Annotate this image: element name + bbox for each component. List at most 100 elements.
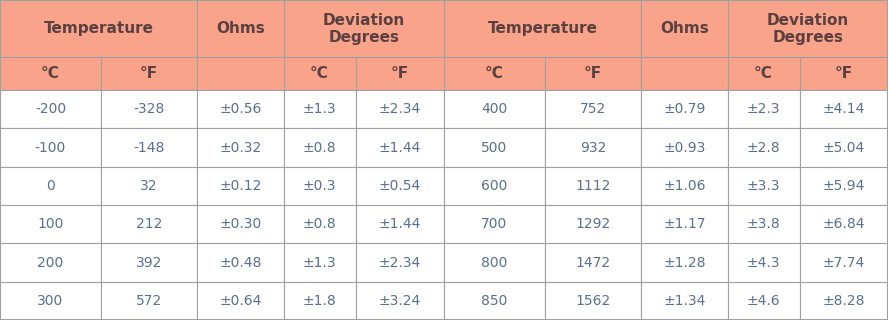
Bar bbox=[197, 205, 283, 243]
Bar bbox=[545, 243, 641, 282]
Text: ±0.3: ±0.3 bbox=[303, 179, 337, 193]
Text: °F: °F bbox=[391, 66, 408, 81]
Bar bbox=[283, 90, 355, 128]
Text: ±4.14: ±4.14 bbox=[822, 102, 865, 116]
Bar bbox=[799, 282, 888, 320]
Bar bbox=[101, 282, 197, 320]
Text: °C: °C bbox=[41, 66, 59, 81]
Bar bbox=[727, 205, 799, 243]
Bar bbox=[444, 0, 641, 58]
Bar bbox=[799, 128, 888, 167]
Text: ±5.04: ±5.04 bbox=[822, 140, 865, 155]
Bar bbox=[197, 243, 283, 282]
Text: °C: °C bbox=[754, 66, 773, 81]
Bar bbox=[641, 243, 727, 282]
Bar bbox=[545, 58, 641, 90]
Bar bbox=[545, 128, 641, 167]
Text: ±1.06: ±1.06 bbox=[663, 179, 705, 193]
Text: °C: °C bbox=[485, 66, 503, 81]
Bar bbox=[641, 205, 727, 243]
Text: Deviation
Degrees: Deviation Degrees bbox=[322, 12, 405, 45]
Text: ±2.8: ±2.8 bbox=[747, 140, 781, 155]
Bar bbox=[197, 58, 283, 90]
Text: ±3.24: ±3.24 bbox=[378, 294, 421, 308]
Text: °F: °F bbox=[584, 66, 602, 81]
Text: Temperature: Temperature bbox=[488, 21, 598, 36]
Bar bbox=[355, 282, 444, 320]
Bar bbox=[0, 167, 101, 205]
Text: 200: 200 bbox=[37, 255, 64, 269]
Text: ±0.8: ±0.8 bbox=[303, 140, 337, 155]
Bar bbox=[0, 243, 101, 282]
Bar bbox=[101, 58, 197, 90]
Bar bbox=[444, 282, 545, 320]
Text: ±2.34: ±2.34 bbox=[378, 102, 421, 116]
Text: ±0.48: ±0.48 bbox=[219, 255, 261, 269]
Bar bbox=[101, 90, 197, 128]
Bar bbox=[0, 90, 101, 128]
Bar bbox=[355, 90, 444, 128]
Text: ±0.56: ±0.56 bbox=[219, 102, 261, 116]
Text: Temperature: Temperature bbox=[44, 21, 154, 36]
Text: ±4.6: ±4.6 bbox=[747, 294, 781, 308]
Text: 1472: 1472 bbox=[575, 255, 611, 269]
Bar bbox=[197, 128, 283, 167]
Bar bbox=[101, 167, 197, 205]
Bar bbox=[197, 90, 283, 128]
Text: ±0.30: ±0.30 bbox=[219, 217, 261, 231]
Bar bbox=[545, 205, 641, 243]
Text: 212: 212 bbox=[136, 217, 163, 231]
Text: ±0.12: ±0.12 bbox=[219, 179, 261, 193]
Bar bbox=[545, 282, 641, 320]
Bar bbox=[727, 167, 799, 205]
Bar bbox=[283, 243, 355, 282]
Text: 1292: 1292 bbox=[575, 217, 611, 231]
Text: ±1.44: ±1.44 bbox=[378, 217, 421, 231]
Text: Deviation
Degrees: Deviation Degrees bbox=[766, 12, 849, 45]
Bar bbox=[799, 167, 888, 205]
Text: ±1.3: ±1.3 bbox=[303, 102, 337, 116]
Bar bbox=[283, 205, 355, 243]
Text: 100: 100 bbox=[37, 217, 64, 231]
Bar bbox=[444, 205, 545, 243]
Text: ±1.34: ±1.34 bbox=[663, 294, 705, 308]
Text: -100: -100 bbox=[35, 140, 66, 155]
Bar bbox=[444, 128, 545, 167]
Text: 800: 800 bbox=[481, 255, 508, 269]
Bar bbox=[641, 58, 727, 90]
Bar bbox=[641, 128, 727, 167]
Text: 932: 932 bbox=[580, 140, 607, 155]
Text: ±2.3: ±2.3 bbox=[747, 102, 781, 116]
Bar bbox=[727, 0, 888, 58]
Text: 752: 752 bbox=[580, 102, 607, 116]
Text: 500: 500 bbox=[481, 140, 508, 155]
Bar bbox=[727, 58, 799, 90]
Text: 700: 700 bbox=[481, 217, 508, 231]
Bar bbox=[0, 58, 101, 90]
Text: -200: -200 bbox=[35, 102, 66, 116]
Bar bbox=[444, 58, 545, 90]
Text: ±7.74: ±7.74 bbox=[822, 255, 865, 269]
Bar bbox=[799, 205, 888, 243]
Text: 0: 0 bbox=[46, 179, 55, 193]
Bar bbox=[0, 282, 101, 320]
Bar bbox=[101, 243, 197, 282]
Bar bbox=[283, 282, 355, 320]
Bar bbox=[727, 128, 799, 167]
Bar bbox=[641, 167, 727, 205]
Bar bbox=[0, 0, 197, 58]
Bar bbox=[641, 0, 727, 58]
Text: 392: 392 bbox=[136, 255, 163, 269]
Text: ±0.32: ±0.32 bbox=[219, 140, 261, 155]
Bar bbox=[0, 128, 101, 167]
Bar bbox=[444, 167, 545, 205]
Text: ±4.3: ±4.3 bbox=[747, 255, 781, 269]
Text: ±6.84: ±6.84 bbox=[822, 217, 865, 231]
Text: 300: 300 bbox=[37, 294, 64, 308]
Text: 572: 572 bbox=[136, 294, 163, 308]
Text: °F: °F bbox=[140, 66, 158, 81]
Text: °F: °F bbox=[835, 66, 852, 81]
Text: ±1.17: ±1.17 bbox=[663, 217, 705, 231]
Bar bbox=[197, 282, 283, 320]
Text: ±1.8: ±1.8 bbox=[303, 294, 337, 308]
